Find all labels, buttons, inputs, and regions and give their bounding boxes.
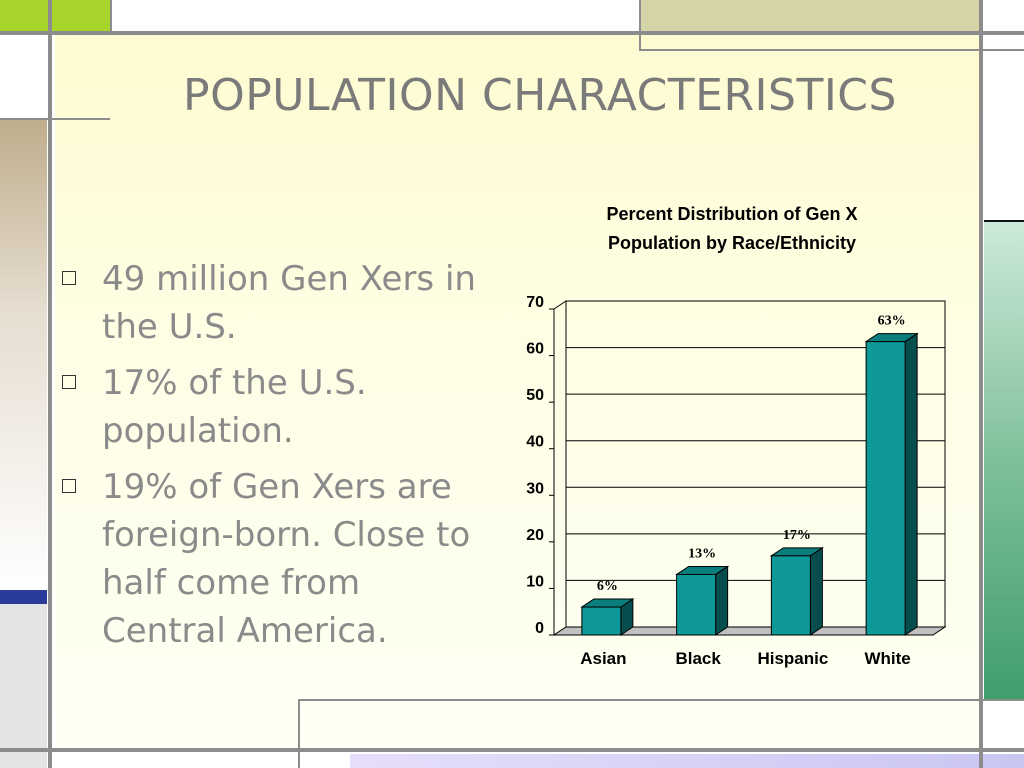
frame-line-olive-bottom — [639, 49, 1024, 51]
bar-chart: Percent Distribution of Gen X Population … — [526, 204, 947, 668]
y-tick-label: 70 — [526, 294, 544, 311]
frame-line-top — [0, 31, 1024, 35]
bullet-list: 49 million Gen Xers in the U.S. 17% of t… — [62, 255, 492, 663]
x-tick-label: White — [864, 649, 910, 668]
chart-title-line: Population by Race/Ethnicity — [608, 233, 856, 253]
bar-side — [715, 565, 729, 636]
bullet-text: 49 million Gen Xers in the U.S. — [102, 259, 476, 347]
bar-side — [809, 546, 823, 636]
bar — [581, 606, 622, 636]
data-label: 17% — [783, 528, 811, 543]
y-tick-label: 60 — [526, 341, 544, 358]
y-tick-label: 50 — [526, 387, 544, 404]
x-tick-label: Hispanic — [757, 649, 828, 668]
frame-line-left — [48, 0, 52, 768]
teal-gradient-strip — [984, 222, 1024, 700]
x-tick-label: Black — [675, 649, 721, 668]
chart-title-line: Percent Distribution of Gen X — [606, 204, 857, 224]
list-item: 19% of Gen Xers are foreign-born. Close … — [62, 463, 492, 655]
tan-gradient-strip — [0, 120, 47, 590]
frame-line-top-left — [110, 0, 112, 32]
frame-line-lower — [298, 699, 1024, 701]
side-wall — [553, 300, 567, 636]
frame-line-lower-left — [298, 700, 300, 768]
y-tick-label: 40 — [526, 434, 544, 451]
x-tick-label: Asian — [580, 649, 626, 668]
frame-line-olive-left — [639, 0, 641, 50]
olive-accent-block — [640, 0, 980, 32]
bar-side — [904, 332, 918, 636]
frame-line-sidebar-top — [0, 118, 110, 120]
bullet-text: 17% of the U.S. population. — [102, 363, 367, 451]
data-label: 63% — [878, 314, 906, 329]
list-item: 17% of the U.S. population. — [62, 359, 492, 455]
y-tick-label: 0 — [535, 620, 544, 637]
blue-accent-block — [0, 590, 47, 604]
lavender-bottom-strip — [350, 754, 1024, 768]
bullet-text: 19% of Gen Xers are foreign-born. Close … — [102, 467, 471, 651]
bar — [770, 555, 811, 636]
bar — [676, 573, 717, 636]
green-accent-block — [0, 0, 110, 32]
y-tick-label: 10 — [526, 573, 544, 590]
square-outline-icon — [62, 375, 76, 389]
frame-line-right — [979, 0, 983, 768]
page-title: POPULATION CHARACTERISTICS — [183, 70, 897, 121]
y-tick-label: 30 — [526, 480, 544, 497]
list-item: 49 million Gen Xers in the U.S. — [62, 255, 492, 351]
square-outline-icon — [62, 271, 76, 285]
grey-side-strip — [0, 604, 47, 768]
data-label: 13% — [688, 546, 716, 561]
y-tick-label: 20 — [526, 527, 544, 544]
frame-line-teal-top — [984, 220, 1024, 222]
square-outline-icon — [62, 479, 76, 493]
bar — [865, 341, 906, 636]
data-label: 6% — [597, 579, 618, 594]
frame-line-bottom — [0, 748, 1024, 752]
